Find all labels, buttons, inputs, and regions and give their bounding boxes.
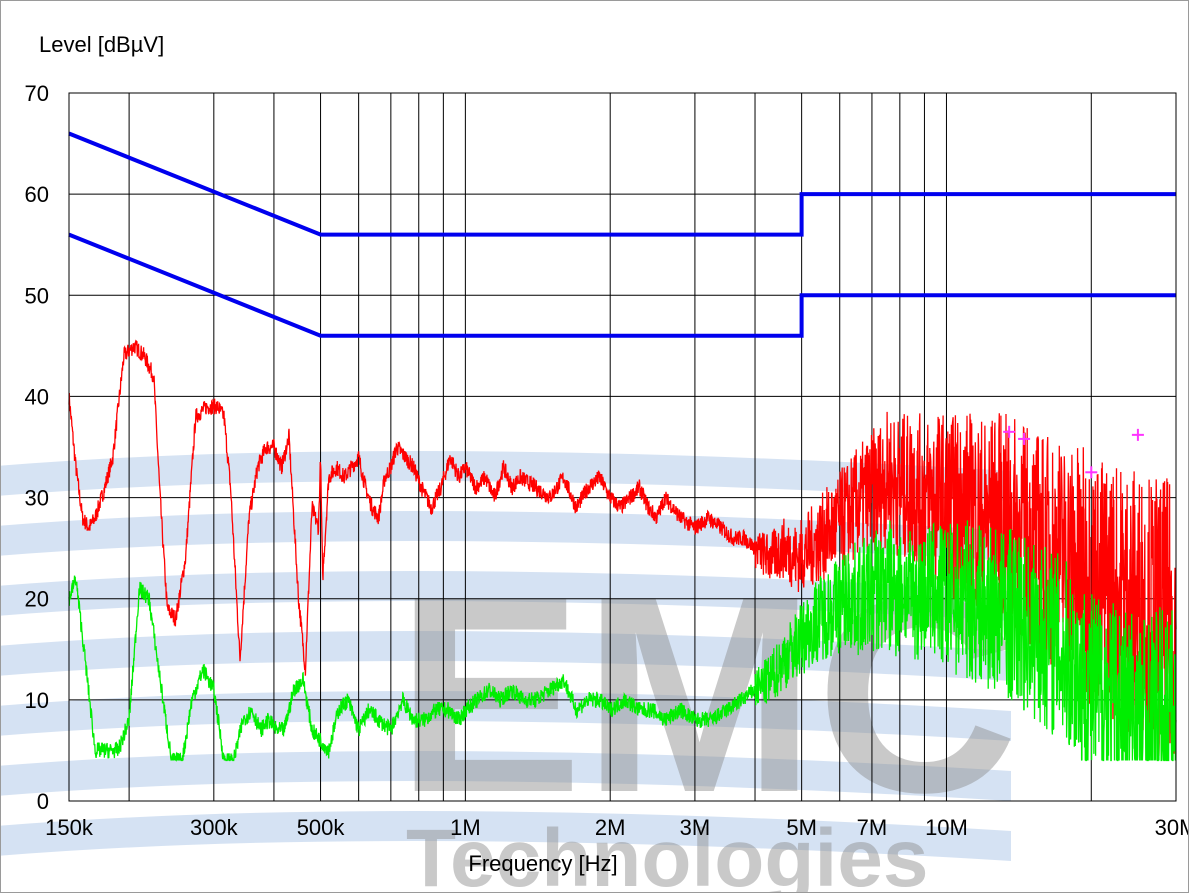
limit-line — [68, 131, 1176, 237]
limit-line — [68, 232, 1176, 338]
peak-marker — [1003, 425, 1016, 438]
x-axis-label: Frequency [Hz] — [468, 851, 617, 876]
x-tick-label: 30M — [1155, 815, 1188, 840]
y-axis-label: Level [dBµV] — [39, 32, 164, 57]
x-tick-label: 2M — [595, 815, 626, 840]
watermark: EMC Technologies — [1, 451, 1018, 892]
x-tick-label: 1M — [450, 815, 481, 840]
watermark-small-text: Technologies — [406, 813, 928, 892]
x-tick-label: 5M — [786, 815, 817, 840]
x-tick-label: 10M — [925, 815, 968, 840]
x-tick-label: 3M — [680, 815, 711, 840]
emission-trace — [68, 339, 1177, 761]
y-tick-label: 10 — [25, 688, 49, 713]
plot-border — [68, 92, 1177, 802]
y-tick-label: 40 — [25, 384, 49, 409]
axes: 0 10 20 30 40 50 60 70 150k 300k 500k 1M 2M 3M 5M 7M 10M… — [25, 81, 1188, 840]
series-layer — [68, 131, 1177, 762]
x-tick-label: 500k — [297, 815, 346, 840]
x-tick-label: 300k — [190, 815, 239, 840]
peak-marker — [1018, 432, 1031, 445]
peak-marker — [1131, 428, 1144, 441]
y-tick-label: 20 — [25, 587, 49, 612]
y-tick-label: 60 — [25, 182, 49, 207]
x-tick-label: 150k — [45, 815, 94, 840]
peak-marker — [1085, 466, 1098, 479]
y-tick-label: 50 — [25, 283, 49, 308]
emission-trace — [68, 520, 1177, 762]
y-tick-label: 0 — [37, 789, 49, 814]
x-tick-label: 7M — [857, 815, 888, 840]
watermark-swoosh-logo — [1, 451, 1011, 861]
y-tick-label: 30 — [25, 486, 49, 511]
y-tick-label: 70 — [25, 81, 49, 106]
